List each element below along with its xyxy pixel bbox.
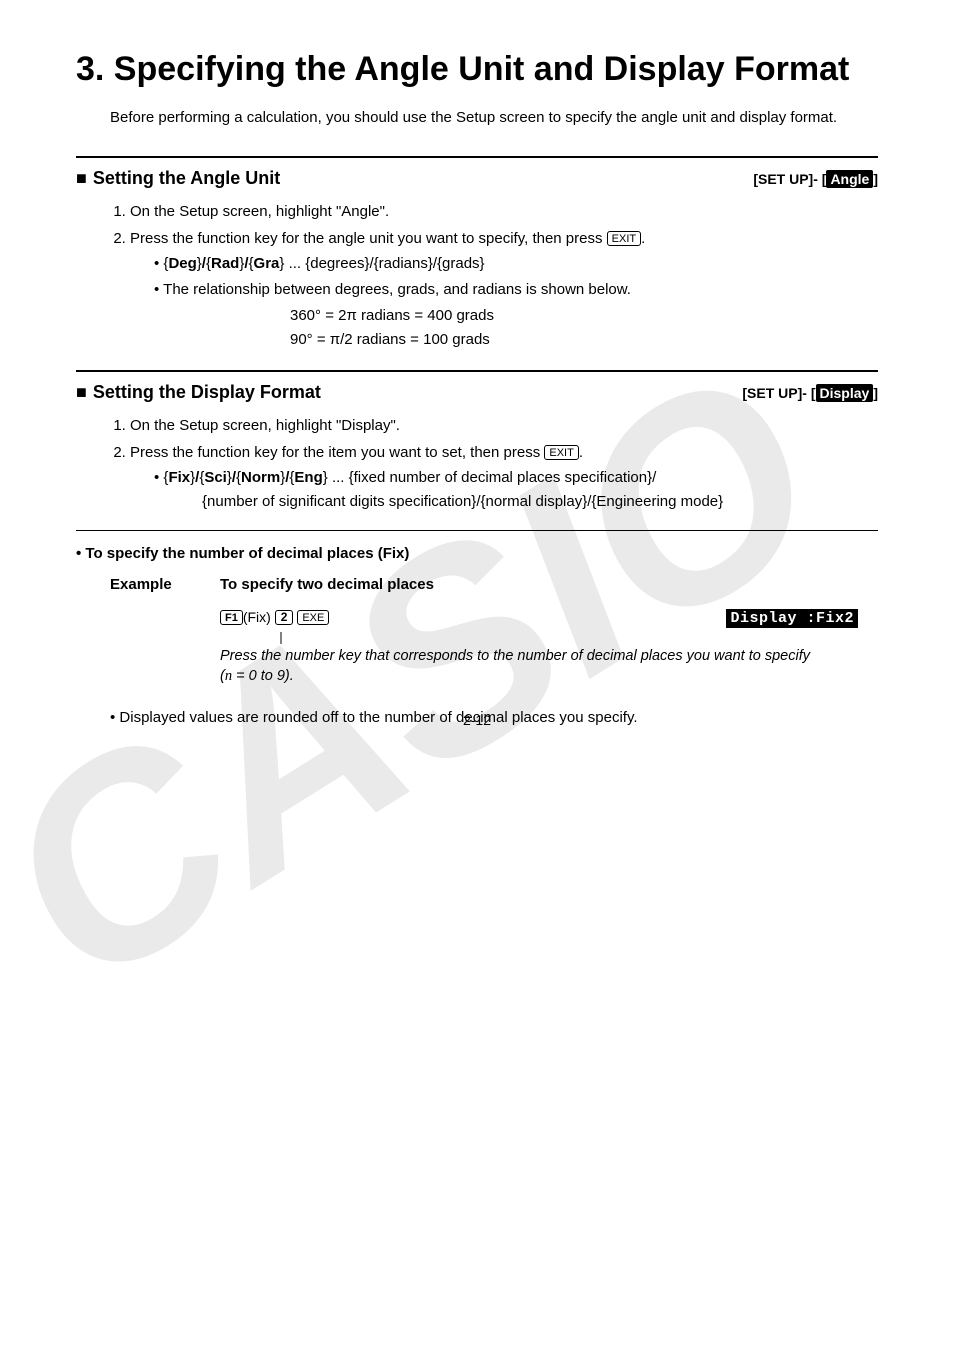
- angle-math-1: 360° = 2π radians = 400 grads: [290, 304, 878, 328]
- square-bullet-icon: ■: [76, 168, 87, 189]
- display-step-1: On the Setup screen, highlight "Display"…: [130, 415, 878, 438]
- section-angle-ref: [SET UP]- [Angle]: [753, 171, 878, 187]
- divider: [76, 156, 878, 158]
- fix-subheading: • To specify the number of decimal place…: [76, 545, 878, 562]
- divider: [76, 530, 878, 531]
- key-exit: EXIT: [544, 445, 578, 460]
- calculator-screen: Display :Fix2: [726, 609, 858, 628]
- page-title: 3. Specifying the Angle Unit and Display…: [76, 50, 878, 89]
- example-row: Example To specify two decimal places: [110, 576, 878, 593]
- key-f1: F1: [220, 610, 243, 625]
- intro-text: Before performing a calculation, you sho…: [110, 107, 878, 128]
- angle-steps: On the Setup screen, highlight "Angle". …: [110, 201, 878, 352]
- example-text: To specify two decimal places: [220, 576, 434, 593]
- keypress-row: F1(Fix) 2 EXE Display :Fix2: [76, 609, 878, 628]
- section-display-header: ■ Setting the Display Format [SET UP]- […: [76, 382, 878, 403]
- section-angle-header: ■ Setting the Angle Unit [SET UP]- [Angl…: [76, 168, 878, 189]
- display-steps: On the Setup screen, highlight "Display"…: [110, 415, 878, 514]
- angle-bullet-options: {Deg}/{Rad}/{Gra} ... {degrees}/{radians…: [154, 252, 878, 276]
- key-exe: EXE: [297, 610, 329, 625]
- display-bullet-options: {Fix}/{Sci}/{Norm}/{Eng} ... {fixed numb…: [154, 466, 878, 514]
- angle-math-2: 90° = π/2 radians = 100 grads: [290, 328, 878, 352]
- section-display-title: Setting the Display Format: [93, 382, 743, 403]
- display-step-2: Press the function key for the item you …: [130, 442, 878, 515]
- example-label: Example: [110, 576, 220, 593]
- keypress-sequence: F1(Fix) 2 EXE: [220, 609, 329, 625]
- key-2: 2: [275, 610, 294, 625]
- angle-bullet-relationship: The relationship between degrees, grads,…: [154, 278, 878, 302]
- angle-step-2: Press the function key for the angle uni…: [130, 228, 878, 353]
- page-number: 2-12: [0, 712, 954, 728]
- section-display-ref: [SET UP]- [Display]: [742, 385, 878, 401]
- key-exit: EXIT: [607, 231, 641, 246]
- screen-display-text: Display :Fix2: [726, 609, 858, 628]
- angle-step-1: On the Setup screen, highlight "Angle".: [130, 201, 878, 224]
- divider: [76, 370, 878, 372]
- pointer-line-icon: [273, 632, 878, 646]
- keypress-note: Press the number key that corresponds to…: [220, 646, 878, 687]
- square-bullet-icon: ■: [76, 382, 87, 403]
- section-angle-title: Setting the Angle Unit: [93, 168, 753, 189]
